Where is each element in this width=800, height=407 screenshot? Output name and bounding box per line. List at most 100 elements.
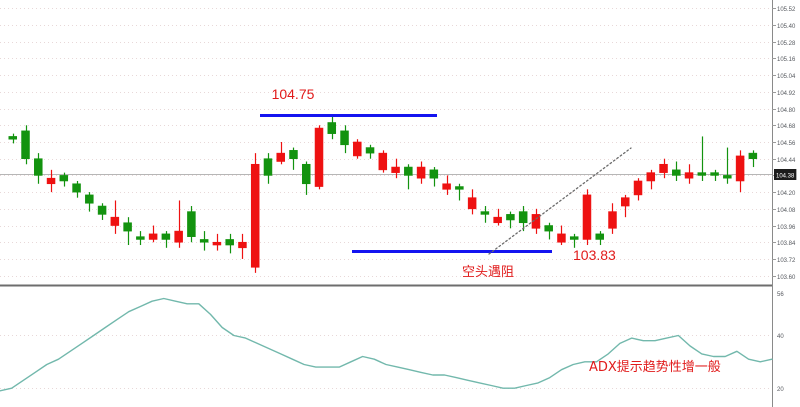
candlestick xyxy=(21,125,30,165)
candle-body xyxy=(72,183,81,193)
price-tick-label: 103.84 xyxy=(777,241,796,247)
candle-body xyxy=(710,172,719,176)
candle-body xyxy=(506,214,515,221)
candle-body xyxy=(735,155,745,182)
current-price-tag-bg xyxy=(774,169,797,180)
candlestick xyxy=(748,150,758,168)
adx-tick-label: 56 xyxy=(777,292,784,298)
candlestick xyxy=(735,150,745,193)
candlestick xyxy=(621,194,630,218)
candle-body xyxy=(416,166,426,179)
candle-body xyxy=(34,158,43,176)
candle-body xyxy=(621,197,630,207)
candle-body xyxy=(378,152,388,171)
price-tick-label: 104.92 xyxy=(777,91,796,97)
candle-body xyxy=(557,233,566,243)
candlestick xyxy=(301,161,311,195)
adx-axis-labels: 56 40 20 xyxy=(777,292,784,393)
candle-body xyxy=(748,152,758,160)
candle-body xyxy=(314,127,324,187)
candlestick xyxy=(148,225,158,243)
candlestick xyxy=(110,200,120,234)
candlestick xyxy=(34,153,43,184)
price-tick-label: 104.56 xyxy=(777,141,796,147)
candle-body xyxy=(672,169,681,176)
current-price-tag: 104.38 xyxy=(774,169,797,180)
candlestick xyxy=(212,233,222,251)
price-tick-label: 103.60 xyxy=(777,275,796,281)
candlestick xyxy=(378,150,388,173)
candlestick xyxy=(8,133,18,144)
candlestick xyxy=(225,233,234,254)
candle-body xyxy=(391,166,400,173)
adx-series xyxy=(0,297,773,392)
candle-body xyxy=(455,186,464,190)
candlestick-series xyxy=(8,116,758,273)
candlestick xyxy=(416,161,426,184)
candle-body xyxy=(21,130,30,160)
price-tick-label: 105.52 xyxy=(777,7,796,13)
candle-body xyxy=(633,180,643,196)
candle-body xyxy=(493,216,502,224)
candlestick xyxy=(710,169,719,181)
candle-body xyxy=(238,241,247,249)
candlestick xyxy=(136,231,145,246)
candle-body xyxy=(59,175,69,182)
candlestick xyxy=(544,222,553,240)
candle-body xyxy=(174,230,183,243)
candle-body xyxy=(250,163,260,268)
candle-body xyxy=(136,236,145,240)
candle-body xyxy=(608,211,617,229)
candlestick xyxy=(187,206,196,243)
candlestick xyxy=(672,161,681,181)
candle-body xyxy=(646,172,656,182)
candlestick xyxy=(327,116,337,140)
candlestick xyxy=(289,147,298,170)
candlestick xyxy=(263,153,273,184)
candlestick xyxy=(506,211,515,229)
candle-body xyxy=(340,130,349,146)
candlestick xyxy=(429,167,439,187)
candlestick xyxy=(569,233,579,248)
candlestick xyxy=(697,136,707,181)
candle-body xyxy=(263,158,273,176)
candlestick xyxy=(238,233,247,259)
candlestick xyxy=(404,164,413,190)
price-tick-label: 105.28 xyxy=(777,41,796,47)
candle-body xyxy=(480,211,490,215)
candle-body xyxy=(723,175,732,179)
candle-body xyxy=(8,136,18,140)
price-tick-label: 104.80 xyxy=(777,108,796,114)
candlestick xyxy=(340,125,349,154)
candlestick xyxy=(161,231,171,248)
candlestick xyxy=(531,208,541,234)
support-label: 103.83 xyxy=(573,247,616,263)
candle-body xyxy=(123,222,132,232)
candlestick xyxy=(391,158,400,179)
candle-body xyxy=(327,122,337,134)
candle-body xyxy=(46,177,56,185)
adx-gridlines xyxy=(0,335,772,389)
candlestick xyxy=(97,203,107,220)
candlestick xyxy=(123,217,132,246)
candlestick xyxy=(314,125,324,190)
candle-body xyxy=(442,183,451,190)
candlestick xyxy=(595,231,604,246)
candlestick xyxy=(85,192,94,212)
candlestick xyxy=(608,203,617,234)
candle-body xyxy=(531,214,541,229)
candlestick xyxy=(467,189,477,215)
candle-body xyxy=(187,211,196,237)
candle-body xyxy=(684,172,694,179)
candle-body xyxy=(569,236,579,240)
candle-body xyxy=(225,239,234,246)
candlestick xyxy=(442,175,451,195)
candlestick xyxy=(174,200,183,248)
support-note-label: 空头遇阻 xyxy=(462,265,514,280)
candle-body xyxy=(148,233,158,240)
candle-body xyxy=(289,150,298,160)
candle-body xyxy=(595,233,604,240)
candlestick xyxy=(557,225,566,246)
